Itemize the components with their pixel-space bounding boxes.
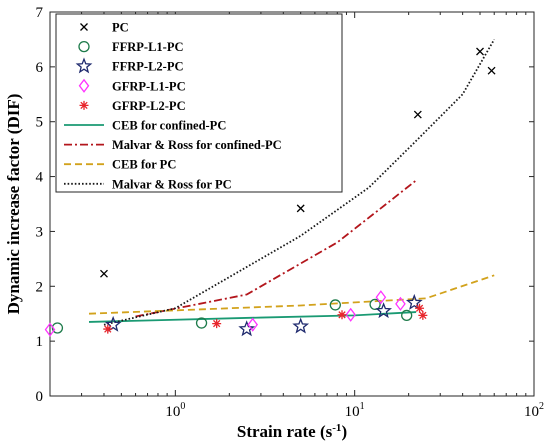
series-line-ceb-for-pc bbox=[88, 274, 495, 315]
x-tick-label-base: 10 bbox=[524, 404, 539, 420]
y-axis: 0 1 2 3 4 5 6 7 bbox=[36, 5, 534, 405]
y-tick-label: 5 bbox=[36, 115, 44, 131]
data-point-ffrp-l2-pc bbox=[405, 293, 423, 310]
legend-label-ceb-for-confined-pc: CEB for confined-PC bbox=[112, 119, 226, 133]
x-axis-title-end: ) bbox=[341, 422, 347, 441]
legend-swatch-pc bbox=[80, 23, 88, 31]
data-point-ffrp-l1-pc bbox=[195, 317, 208, 329]
legend-label-ceb-for-pc: CEB for PC bbox=[112, 158, 176, 172]
legend-label-ffrp-l2-pc: FFRP-L2-PC bbox=[112, 60, 184, 74]
x-tick-label: 101 bbox=[345, 401, 365, 420]
legend-label-ffrp-l1-pc: FFRP-L1-PC bbox=[112, 40, 184, 54]
x-tick-label: 102 bbox=[524, 401, 544, 420]
y-tick-label: 6 bbox=[36, 60, 44, 76]
legend-swatch-gfrp-l1-pc bbox=[78, 78, 90, 93]
x-tick-label-base: 10 bbox=[345, 404, 360, 420]
data-point-pc bbox=[476, 47, 484, 56]
legend-label-gfrp-l1-pc: GFRP-L1-PC bbox=[112, 79, 186, 93]
data-point-gfrp-l2-pc bbox=[337, 310, 347, 320]
y-tick-label: 2 bbox=[36, 279, 44, 295]
series-line-malvar-ross-for-pc bbox=[103, 38, 495, 326]
data-point-gfrp-l1-pc bbox=[395, 296, 406, 311]
x-tick-label: 100 bbox=[165, 401, 185, 420]
data-point-ffrp-l2-pc bbox=[292, 317, 310, 334]
x-tick-label-exponent: 0 bbox=[180, 401, 185, 412]
data-point-ffrp-l2-pc bbox=[238, 320, 256, 337]
legend-swatch-gfrp-l2-pc bbox=[79, 100, 89, 110]
data-point-ffrp-l1-pc bbox=[51, 322, 64, 334]
x-tick-label-base: 10 bbox=[165, 404, 180, 420]
legend-label-gfrp-l2-pc: GFRP-L2-PC bbox=[112, 99, 186, 113]
legend: PC FFRP-L1-PC FFRP-L2-PC GFRP-L1-PC GFRP-L2-… bbox=[55, 13, 343, 193]
x-tick-label-exponent: 2 bbox=[539, 401, 544, 412]
y-tick-label: 0 bbox=[36, 389, 44, 405]
series-points bbox=[44, 47, 496, 337]
data-point-gfrp-l1-pc bbox=[345, 307, 356, 322]
x-axis-title: Strain rate (s-1) bbox=[237, 422, 347, 441]
data-point-gfrp-l1-pc bbox=[375, 290, 387, 305]
x-axis-title-exponent: -1 bbox=[332, 422, 341, 434]
y-tick-label: 1 bbox=[36, 334, 44, 350]
x-tick-label-exponent: 1 bbox=[360, 401, 365, 412]
y-tick-label: 7 bbox=[36, 5, 44, 21]
data-point-pc bbox=[100, 269, 108, 278]
data-point-ffrp-l1-pc bbox=[329, 299, 341, 311]
legend-swatch-ffrp-l1-pc bbox=[78, 40, 90, 53]
data-point-ffrp-l1-pc bbox=[369, 298, 381, 311]
data-point-gfrp-l2-pc bbox=[212, 319, 222, 329]
data-point-gfrp-l1-pc bbox=[44, 322, 56, 337]
data-point-gfrp-l2-pc bbox=[103, 324, 113, 334]
y-tick-label: 4 bbox=[36, 170, 44, 186]
series-line-malvar-ross-for-confined-pc bbox=[135, 179, 417, 318]
data-point-gfrp-l1-pc bbox=[247, 317, 259, 332]
data-point-pc bbox=[296, 204, 305, 213]
legend-label-pc: PC bbox=[112, 21, 129, 35]
data-point-ffrp-l2-pc bbox=[375, 302, 392, 319]
legend-swatch-ffrp-l2-pc bbox=[75, 57, 93, 74]
data-point-pc bbox=[413, 110, 422, 119]
x-axis-title-main: Strain rate (s bbox=[237, 422, 333, 441]
legend-label-malvar-ross-for-pc: Malvar & Ross for PC bbox=[112, 177, 232, 191]
data-point-gfrp-l2-pc bbox=[415, 303, 425, 313]
data-point-ffrp-l1-pc bbox=[401, 309, 413, 322]
series-line-ceb-for-confined-pc bbox=[88, 311, 417, 323]
legend-label-malvar-ross-for-confined-pc: Malvar & Ross for confined-PC bbox=[112, 138, 282, 152]
legend-box bbox=[55, 13, 343, 193]
x-axis: 100 101 102 bbox=[49, 12, 544, 420]
data-point-gfrp-l2-pc bbox=[418, 310, 428, 320]
y-tick-label: 3 bbox=[36, 224, 44, 240]
series-lines bbox=[88, 38, 495, 326]
y-axis-title: Dynamic increase factor (DIF) bbox=[4, 94, 23, 315]
data-point-ffrp-l2-pc bbox=[104, 315, 122, 332]
data-point-pc bbox=[487, 66, 496, 75]
